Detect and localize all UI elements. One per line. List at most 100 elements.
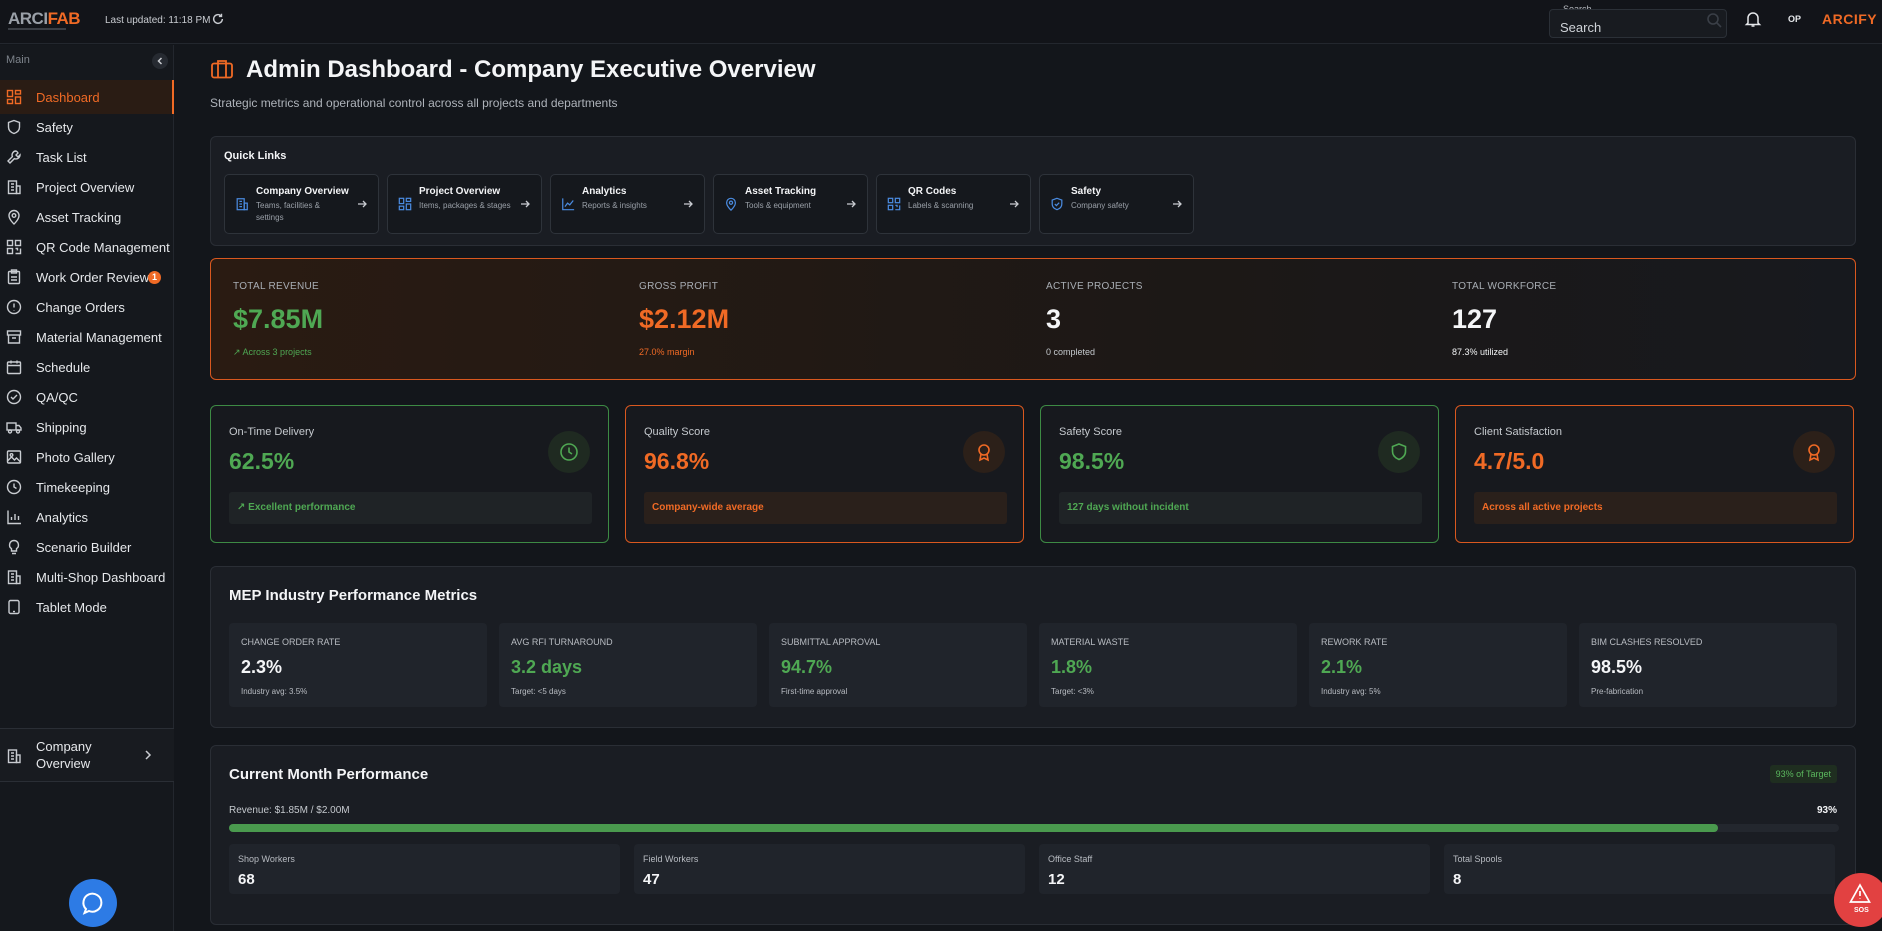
stat-label: Office Staff	[1048, 854, 1093, 864]
sidebar-collapse-button[interactable]	[152, 53, 168, 69]
bar-chart-icon	[7, 510, 21, 525]
sidebar-item-photo-gallery[interactable]: Photo Gallery	[0, 440, 174, 474]
search-input[interactable]	[1549, 9, 1727, 38]
kpi-total-revenue: TOTAL REVENUE $7.85M ↗ Across 3 projects	[233, 281, 323, 358]
notification-badge: 1	[148, 271, 161, 284]
wrench-icon	[7, 150, 21, 164]
metric-footnote: Across all active projects	[1474, 492, 1837, 524]
last-updated-text: Last updated: 11:18 PM	[105, 15, 211, 26]
sidebar-item-analytics[interactable]: Analytics	[0, 500, 174, 534]
kpi-sub: 27.0% margin	[639, 347, 695, 357]
quick-link-desc: Company safety	[1071, 201, 1129, 210]
sidebar-item-tablet-mode[interactable]: Tablet Mode	[0, 590, 174, 624]
arrow-right-icon	[1010, 200, 1019, 208]
sidebar-item-dashboard[interactable]: Dashboard	[0, 80, 174, 114]
sidebar-item-material-management[interactable]: Material Management	[0, 320, 174, 354]
kpi-label: ACTIVE PROJECTS	[1046, 281, 1143, 292]
sidebar-item-label: Project Overview	[36, 180, 135, 195]
kpi-value: $7.85M	[233, 304, 324, 334]
chat-icon	[82, 892, 103, 915]
stat-office-staff: Office Staff 12	[1039, 844, 1430, 894]
mep-value: 94.7%	[781, 657, 833, 677]
stat-value: 12	[1048, 871, 1065, 888]
sidebar-item-safety[interactable]: Safety	[0, 110, 174, 144]
clock-icon	[6, 479, 22, 495]
refresh-icon[interactable]	[211, 12, 225, 26]
sidebar-item-multi-shop-dashboard[interactable]: Multi-Shop Dashboard	[0, 560, 174, 594]
stat-shop-workers: Shop Workers 68	[229, 844, 620, 894]
quick-link-company-overview[interactable]: Company Overview Teams, facilities & set…	[224, 174, 379, 234]
metric-card-client-satisfaction: Client Satisfaction 4.7/5.0 Across all a…	[1455, 405, 1854, 543]
quick-link-title: Safety	[1071, 186, 1102, 197]
quick-link-asset-tracking[interactable]: Asset Tracking Tools & equipment	[713, 174, 868, 234]
warning-icon	[1849, 883, 1871, 903]
mep-label: REWORK RATE	[1321, 637, 1388, 647]
sidebar-item-qr-code-management[interactable]: QR Code Management	[0, 230, 174, 264]
metric-value: 4.7/5.0	[1474, 448, 1545, 474]
mep-metric-change-order-rate: CHANGE ORDER RATE 2.3% Industry avg: 3.5…	[229, 623, 487, 707]
sidebar-item-change-orders[interactable]: Change Orders	[0, 290, 174, 324]
sos-button[interactable]: SOS	[1834, 873, 1882, 927]
sidebar-item-label: Schedule	[36, 360, 91, 375]
sidebar-item-work-order-review[interactable]: Work Order Review 1	[0, 260, 174, 294]
chat-button[interactable]	[69, 879, 117, 927]
section-title: MEP Industry Performance Metrics	[229, 587, 478, 604]
award-icon	[978, 444, 990, 462]
mep-value: 2.1%	[1321, 657, 1363, 677]
metric-footnote: 127 days without incident	[1059, 492, 1422, 524]
sidebar-item-company-overview[interactable]: Company Overview	[0, 728, 174, 782]
sidebar-item-timekeeping[interactable]: Timekeeping	[0, 470, 174, 504]
mep-value: 98.5%	[1591, 657, 1643, 677]
kpi-sub: 87.3% utilized	[1452, 347, 1509, 357]
arrow-right-icon	[847, 200, 856, 208]
quick-link-safety[interactable]: Safety Company safety	[1039, 174, 1194, 234]
mep-sub: Industry avg: 5%	[1321, 687, 1381, 696]
search-icon[interactable]	[1706, 12, 1722, 28]
sidebar-item-qa-qc[interactable]: QA/QC	[0, 380, 174, 414]
brand-logo-right: ARCIFY	[1822, 11, 1878, 27]
page-title: Admin Dashboard - Company Executive Over…	[246, 56, 816, 83]
mep-metric-material-waste: MATERIAL WASTE 1.8% Target: <3%	[1039, 623, 1297, 707]
sidebar-item-label: Tablet Mode	[36, 600, 107, 615]
mep-value: 3.2 days	[511, 657, 583, 677]
stat-label: Total Spools	[1453, 854, 1503, 864]
kpi-sub: ↗ Across 3 projects	[233, 347, 312, 357]
location-pin-icon	[726, 197, 736, 211]
quick-link-title: Asset Tracking	[745, 186, 817, 197]
kpi-total-workforce: TOTAL WORKFORCE 127 87.3% utilized	[1452, 281, 1556, 357]
revenue-percent: 93%	[1816, 805, 1837, 816]
shield-check-icon	[1051, 197, 1063, 211]
bell-icon[interactable]	[1744, 10, 1762, 28]
mep-metric-rework-rate: REWORK RATE 2.1% Industry avg: 5%	[1309, 623, 1567, 707]
stat-label: Field Workers	[643, 854, 699, 864]
sidebar-item-asset-tracking[interactable]: Asset Tracking	[0, 200, 174, 234]
mep-metrics-panel: MEP Industry Performance Metrics CHANGE …	[210, 566, 1856, 728]
sidebar-item-label: Change Orders	[36, 300, 125, 315]
target-badge: 93% of Target	[1769, 765, 1837, 783]
sidebar-item-project-overview[interactable]: Project Overview	[0, 170, 174, 204]
top-bar: ARCIFAB Last updated: 11:18 PM Search OP…	[0, 0, 1882, 44]
user-avatar[interactable]: OP	[1788, 14, 1802, 24]
chevron-left-icon	[157, 57, 163, 65]
metric-label: On-Time Delivery	[229, 426, 315, 438]
mep-sub: Target: <3%	[1051, 687, 1094, 696]
sidebar-item-schedule[interactable]: Schedule	[0, 350, 174, 384]
quick-link-desc: Tools & equipment	[745, 201, 811, 210]
main-content: Admin Dashboard - Company Executive Over…	[175, 45, 1882, 931]
building-icon	[7, 749, 21, 764]
mep-sub: Industry avg: 3.5%	[241, 687, 308, 696]
quick-link-project-overview[interactable]: Project Overview Items, packages & stage…	[387, 174, 542, 234]
app-logo[interactable]: ARCIFAB	[8, 9, 81, 28]
quick-link-qr-codes[interactable]: QR Codes Labels & scanning	[876, 174, 1031, 234]
metric-card-on-time-delivery: On-Time Delivery 62.5% ↗ Excellent perfo…	[210, 405, 609, 543]
metric-value: 62.5%	[229, 448, 295, 474]
mep-metric-submittal-approval: SUBMITTAL APPROVAL 94.7% First-time appr…	[769, 623, 1027, 707]
sidebar-item-task-list[interactable]: Task List	[0, 140, 174, 174]
sidebar-item-shipping[interactable]: Shipping	[0, 410, 174, 444]
kpi-value: 3	[1046, 304, 1062, 334]
sidebar-item-scenario-builder[interactable]: Scenario Builder	[0, 530, 174, 564]
quick-link-analytics[interactable]: Analytics Reports & insights	[550, 174, 705, 234]
sidebar-item-label: Shipping	[36, 420, 87, 435]
arrow-right-icon	[358, 200, 367, 208]
metric-value: 98.5%	[1059, 448, 1125, 474]
